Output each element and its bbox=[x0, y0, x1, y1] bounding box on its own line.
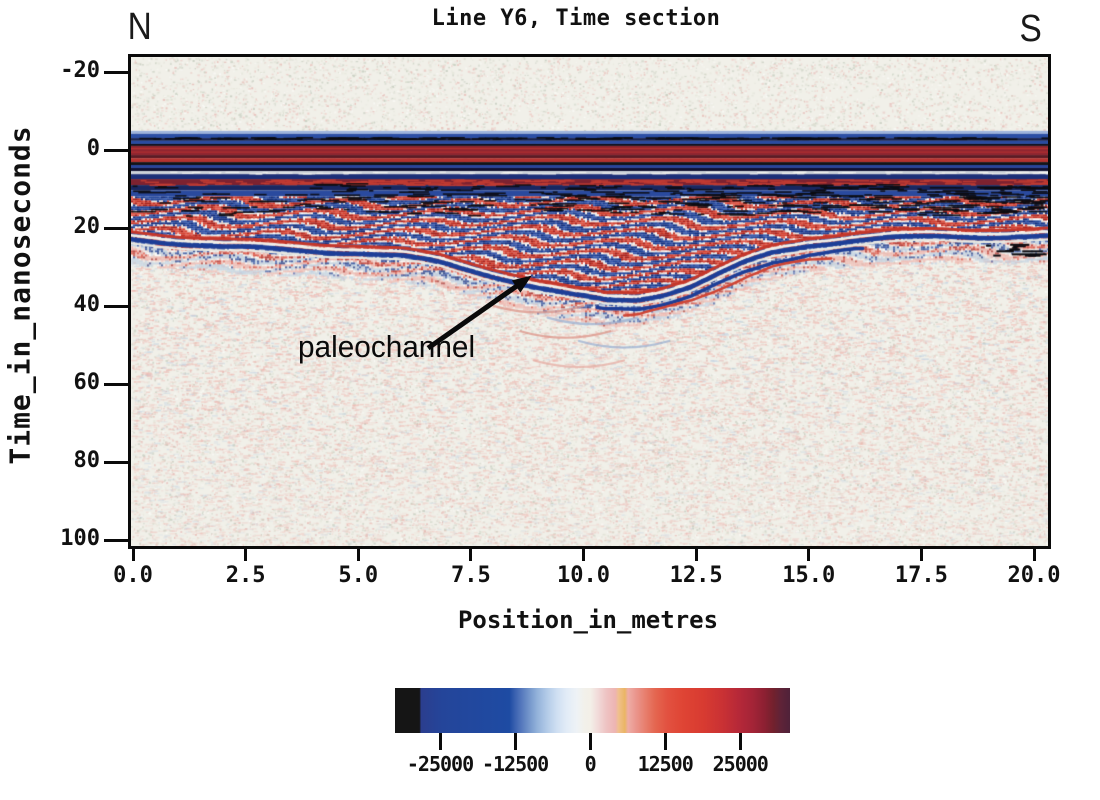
chart-title: Line Y6, Time section bbox=[431, 6, 721, 31]
x-tick bbox=[919, 549, 923, 561]
colorbar-tick bbox=[588, 733, 592, 750]
colorbar-tick bbox=[738, 733, 742, 750]
x-axis-title: Position_in_metres bbox=[457, 606, 719, 634]
y-tick-label: 20 bbox=[73, 214, 101, 239]
colorbar-tick-label: 25000 bbox=[712, 752, 769, 776]
x-tick-label: 10.0 bbox=[557, 563, 610, 588]
y-tick-label: 40 bbox=[73, 292, 101, 317]
y-tick bbox=[104, 226, 128, 230]
x-tick-label: 5.0 bbox=[338, 563, 379, 588]
north-label: N bbox=[127, 6, 152, 48]
x-tick bbox=[1032, 549, 1036, 561]
colorbar-tick-label: 0 bbox=[584, 752, 597, 776]
y-tick-label: 0 bbox=[86, 136, 100, 161]
x-tick-label: 7.5 bbox=[451, 563, 491, 588]
x-tick bbox=[469, 549, 473, 561]
x-tick bbox=[582, 549, 585, 561]
colorbar-tick-label: 12500 bbox=[637, 752, 694, 776]
x-tick bbox=[694, 549, 698, 561]
x-tick-label: 17.5 bbox=[894, 563, 948, 588]
x-tick-label: 2.5 bbox=[225, 563, 266, 588]
radargram-canvas bbox=[131, 57, 1048, 546]
colorbar-tick bbox=[663, 733, 667, 750]
x-tick bbox=[807, 549, 811, 561]
x-tick-label: 12.5 bbox=[669, 563, 723, 588]
x-tick-label: 0.0 bbox=[113, 563, 153, 588]
y-tick bbox=[104, 148, 128, 152]
y-tick-label: 60 bbox=[73, 370, 101, 395]
colorbar-tick bbox=[438, 733, 442, 750]
y-tick bbox=[104, 382, 128, 386]
x-tick-label: 20.0 bbox=[1007, 563, 1061, 588]
y-tick bbox=[104, 304, 128, 308]
radargram-plot: paleochannel bbox=[128, 54, 1051, 549]
colorbar-tick bbox=[513, 733, 517, 750]
x-tick-label: 15.0 bbox=[782, 563, 836, 588]
x-tick bbox=[356, 549, 360, 561]
y-tick-label: 80 bbox=[73, 448, 101, 473]
y-tick bbox=[104, 70, 128, 74]
colorbar-tick-label: -25000 bbox=[406, 752, 474, 776]
annotation-label: paleochannel bbox=[298, 329, 476, 364]
south-label: S bbox=[1019, 8, 1042, 50]
x-tick bbox=[131, 549, 135, 561]
colorbar-gradient bbox=[395, 688, 790, 733]
x-tick bbox=[244, 549, 248, 561]
colorbar-tick-label: -12500 bbox=[481, 752, 549, 776]
y-tick-label: 100 bbox=[60, 526, 100, 551]
y-tick bbox=[104, 460, 128, 464]
y-tick-label: -20 bbox=[60, 58, 100, 83]
y-tick bbox=[104, 538, 128, 542]
